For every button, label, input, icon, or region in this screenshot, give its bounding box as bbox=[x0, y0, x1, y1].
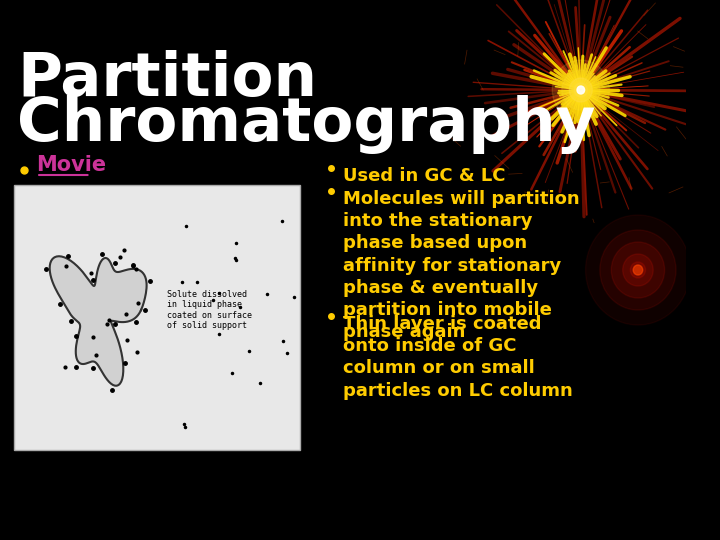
Text: Partition: Partition bbox=[17, 50, 317, 109]
Text: Used in GC & LC: Used in GC & LC bbox=[343, 167, 505, 185]
Circle shape bbox=[574, 83, 588, 97]
Text: Molecules will partition
into the stationary
phase based upon
affinity for stati: Molecules will partition into the statio… bbox=[343, 190, 580, 341]
Circle shape bbox=[611, 242, 665, 298]
Circle shape bbox=[552, 60, 609, 120]
Circle shape bbox=[585, 215, 690, 325]
Circle shape bbox=[577, 86, 585, 94]
Circle shape bbox=[623, 254, 653, 286]
Polygon shape bbox=[50, 256, 147, 386]
Circle shape bbox=[562, 70, 600, 110]
Circle shape bbox=[600, 230, 676, 310]
Text: Partition chromatography: Partition chromatography bbox=[94, 458, 220, 468]
Circle shape bbox=[633, 265, 643, 275]
Circle shape bbox=[578, 87, 584, 93]
Text: Thin layer is coated
onto inside of GC
column or on small
particles on LC column: Thin layer is coated onto inside of GC c… bbox=[343, 315, 572, 400]
Text: Chromatography: Chromatography bbox=[17, 95, 595, 154]
Bar bbox=[14, 185, 300, 450]
Circle shape bbox=[630, 262, 646, 278]
Text: Movie: Movie bbox=[36, 155, 107, 175]
Circle shape bbox=[570, 78, 593, 102]
Text: Solute dissolved
in liquid phase
coated on surface
of solid support: Solute dissolved in liquid phase coated … bbox=[166, 290, 251, 330]
